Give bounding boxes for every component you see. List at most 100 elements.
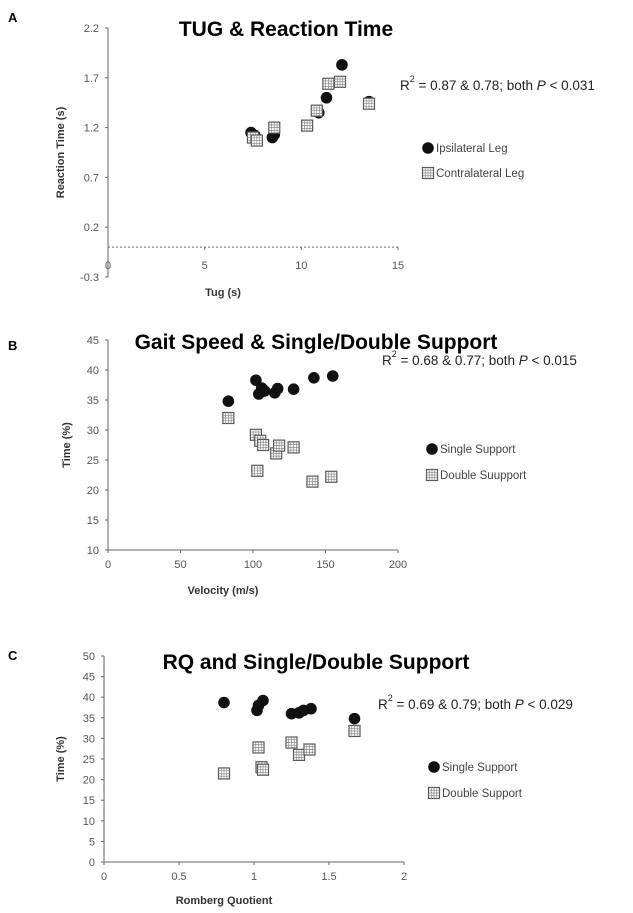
y-tick-label: 5: [89, 836, 95, 848]
y-tick-label: 15: [83, 795, 95, 807]
series-hatched-squares: [248, 76, 375, 146]
data-point: [274, 440, 285, 451]
series-hatched-squares: [219, 725, 361, 778]
legend-marker: [426, 443, 438, 455]
data-point: [223, 395, 235, 407]
data-point: [253, 742, 264, 753]
data-point: [311, 105, 322, 116]
y-tick-label: 30: [87, 425, 99, 437]
data-point: [257, 695, 269, 707]
data-point: [336, 59, 348, 71]
y-tick-label: 2.2: [84, 23, 99, 35]
stat-text: = 0.87 & 0.78; both: [415, 78, 537, 93]
y-tick-label: 45: [87, 335, 99, 347]
y-axis-label: Time (%): [55, 736, 67, 782]
stats-annotation: R2 = 0.87 & 0.78; both P < 0.031: [400, 74, 595, 93]
data-point: [321, 92, 333, 104]
series-filled-circles: [218, 695, 360, 725]
data-point: [258, 764, 269, 775]
legend-marker: [427, 470, 438, 481]
y-tick-label: 0.2: [84, 222, 99, 234]
chart-title: TUG & Reaction Time: [179, 18, 393, 41]
panel-letter: A: [8, 10, 18, 25]
y-tick-label: -0.3: [80, 272, 99, 284]
data-point: [349, 725, 360, 736]
legend-marker: [423, 168, 434, 179]
panel-letter: C: [8, 648, 18, 663]
legend-label: Double Suupport: [440, 470, 527, 482]
data-point: [302, 120, 313, 131]
chart-panel-a: A TUG & Reaction Time -0.3 0.2 0.7 1.2 1.7 2.2 0…: [8, 10, 595, 299]
data-point: [288, 442, 299, 453]
data-point: [335, 76, 346, 87]
y-tick-label: 15: [87, 515, 99, 527]
y-tick-label: 0: [89, 857, 95, 869]
x-axis-label: Romberg Quotient: [176, 895, 273, 907]
y-tick-label: 10: [87, 545, 99, 557]
data-point: [272, 383, 284, 395]
data-point: [286, 737, 297, 748]
x-tick-label: 10: [295, 260, 307, 272]
legend-marker: [422, 142, 434, 154]
x-tick-label: 150: [316, 559, 334, 571]
data-point: [218, 697, 230, 709]
stat-text: = 0.68 & 0.77; both: [397, 353, 519, 368]
data-point: [327, 370, 339, 382]
x-tick-label: 50: [174, 559, 186, 571]
legend-marker: [429, 788, 440, 799]
stat-p: P: [519, 353, 528, 368]
x-axis-label: Velocity (m/s): [188, 585, 259, 597]
data-point: [349, 713, 361, 725]
data-point: [304, 744, 315, 755]
y-tick-label: 25: [87, 455, 99, 467]
stats-annotation: R2 = 0.69 & 0.79; both P < 0.029: [378, 693, 573, 712]
chart-title: RQ and Single/Double Support: [163, 651, 470, 674]
x-tick-label: 0: [105, 559, 111, 571]
data-point: [223, 413, 234, 424]
legend-label: Single Support: [442, 762, 518, 774]
stat-r: R: [382, 353, 392, 368]
legend: Ipsilateral Leg Contralateral Leg: [422, 142, 524, 180]
panel-letter: B: [8, 338, 17, 353]
y-tick-label: 35: [87, 395, 99, 407]
legend: Single Support Double Suupport: [426, 443, 527, 482]
y-tick-label: 45: [83, 672, 95, 684]
data-point: [259, 385, 271, 397]
y-tick-label: 50: [83, 651, 95, 663]
y-tick-label: 20: [87, 485, 99, 497]
stat-r: R: [400, 78, 410, 93]
series-hatched-squares: [223, 413, 337, 488]
x-axis-label: Tug (s): [205, 287, 241, 299]
y-tick-label: 0.7: [84, 172, 99, 184]
y-tick-label: 25: [83, 754, 95, 766]
stat-p: P: [537, 78, 546, 93]
legend-label: Ipsilateral Leg: [436, 143, 508, 155]
stat-text: = 0.69 & 0.79; both: [393, 697, 515, 712]
y-tick-label: 40: [83, 692, 95, 704]
y-tick-label: 1.7: [84, 73, 99, 85]
y-tick-label: 40: [87, 365, 99, 377]
data-point: [258, 440, 269, 451]
data-point: [288, 383, 300, 395]
data-point: [269, 122, 280, 133]
x-tick-label: 0: [101, 871, 107, 883]
chart-panel-c: C RQ and Single/Double Support05101520253…: [8, 648, 573, 907]
x-tick-label: 100: [244, 559, 262, 571]
legend-label: Contralateral Leg: [436, 168, 524, 180]
data-point: [323, 78, 334, 89]
stat-threshold: < 0.015: [528, 353, 577, 368]
data-point: [219, 768, 230, 779]
y-tick-label: 1.2: [84, 123, 99, 135]
chart-title: Gait Speed & Single/Double Support: [135, 331, 498, 354]
x-tick-label: 1.5: [321, 871, 336, 883]
legend-label: Double Support: [442, 788, 523, 800]
data-point: [326, 471, 337, 482]
x-tick-label: 200: [389, 559, 407, 571]
x-tick-label: 2: [401, 871, 407, 883]
stat-threshold: < 0.029: [524, 697, 573, 712]
legend-marker: [428, 761, 440, 773]
legend-label: Single Support: [440, 444, 516, 456]
y-axis-label: Time (%): [61, 422, 73, 468]
y-tick-label: 35: [83, 713, 95, 725]
